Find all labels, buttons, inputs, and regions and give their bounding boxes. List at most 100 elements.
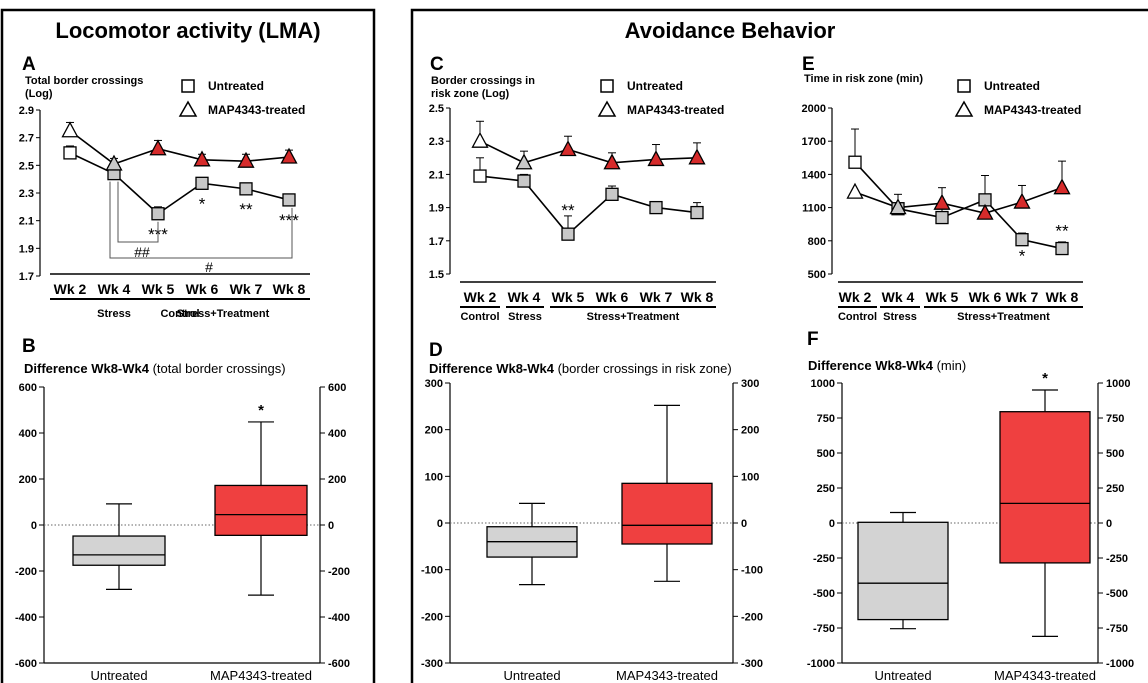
- y-tick-label-left: 0: [31, 520, 37, 532]
- y-axis-label: Border crossings in: [431, 75, 535, 87]
- legend-treated-marker: [954, 100, 974, 117]
- y-tick-label-right: -500: [1106, 588, 1128, 600]
- y-tick-label: 2.7: [19, 133, 34, 145]
- x-tick-label: Wk 8: [681, 289, 714, 305]
- treated-point: [603, 153, 621, 170]
- treated-point: [889, 198, 907, 215]
- legend-untreated-label: Untreated: [208, 79, 264, 93]
- y-tick-label: 2.3: [429, 136, 444, 148]
- treated-point: [647, 150, 665, 167]
- y-tick-label-left: 1000: [811, 378, 835, 390]
- y-tick-label-left: 0: [437, 518, 443, 530]
- untreated-point: [605, 187, 619, 201]
- y-tick-label-left: 600: [19, 382, 37, 394]
- panel-label: F: [807, 329, 819, 350]
- significance-mark: ***: [279, 211, 299, 230]
- treated-point: [237, 151, 255, 168]
- bracket-label: #: [205, 259, 213, 275]
- phase-label: Stress: [97, 308, 131, 320]
- panel-label: C: [430, 54, 444, 75]
- x-tick-label: Wk 6: [969, 289, 1002, 305]
- treated-point: [105, 154, 123, 171]
- x-tick-label: Wk 5: [926, 289, 959, 305]
- y-tick-label-right: 250: [1106, 483, 1124, 495]
- treated-point: [559, 140, 577, 157]
- phase-label: Control: [460, 311, 499, 323]
- x-tick-label: Wk 5: [552, 289, 585, 305]
- y-tick-label-right: -300: [741, 658, 763, 670]
- y-tick-label-left: -750: [813, 623, 835, 635]
- y-tick-label-left: -400: [15, 612, 37, 624]
- untreated-point: [239, 182, 253, 196]
- y-tick-label-right: 0: [328, 520, 334, 532]
- x-tick-label: Wk 2: [54, 281, 87, 297]
- y-tick-label-left: 0: [829, 518, 835, 530]
- y-tick-label-right: 100: [741, 471, 759, 483]
- treated-point: [1013, 192, 1031, 209]
- box-iqr: [214, 484, 308, 537]
- x-tick-label: Wk 6: [186, 281, 219, 297]
- x-category-label: MAP4343-treated: [210, 668, 312, 683]
- y-tick-label-left: 100: [425, 471, 443, 483]
- untreated-point: [649, 200, 663, 215]
- treated-point: [515, 153, 533, 170]
- legend-treated-label: MAP4343-treated: [984, 103, 1081, 117]
- y-tick-label: 1.5: [429, 269, 444, 281]
- treated-point: [61, 121, 79, 138]
- phase-label: Stress+Treatment: [957, 311, 1050, 323]
- lma-frame: [0, 8, 376, 683]
- untreated-point: [517, 174, 531, 188]
- legend-treated-marker: [178, 100, 198, 117]
- untreated-point: [690, 205, 704, 220]
- y-tick-label-right: -750: [1106, 623, 1128, 635]
- treated-point: [193, 150, 211, 167]
- y-tick-label: 2.1: [19, 216, 34, 228]
- untreated-series-line: [479, 175, 698, 236]
- y-tick-label-left: 750: [817, 413, 835, 425]
- significance-mark: *: [258, 402, 264, 419]
- significance-mark: **: [561, 201, 575, 220]
- y-tick-label-right: -200: [328, 566, 350, 578]
- y-tick-label-right: 200: [741, 425, 759, 437]
- comparison-bracket: [109, 181, 293, 259]
- chart-title-rest: (total border crossings): [149, 361, 286, 376]
- y-tick-label-left: 400: [19, 428, 37, 440]
- y-tick-label: 1.7: [429, 236, 444, 248]
- untreated-point: [935, 210, 949, 225]
- phase-label: Stress: [883, 311, 917, 323]
- y-tick-label: 1700: [802, 136, 826, 148]
- y-tick-label: 1.9: [429, 203, 444, 215]
- x-category-label: Untreated: [874, 668, 931, 683]
- treated-point: [846, 182, 864, 199]
- x-tick-label: Wk 4: [882, 289, 915, 305]
- treated-point: [933, 193, 951, 210]
- treated-point: [688, 148, 706, 165]
- x-category-label: Untreated: [90, 668, 147, 683]
- treated-series-line: [854, 186, 1063, 214]
- treated-point: [1053, 178, 1071, 195]
- x-category-label: Untreated: [503, 668, 560, 683]
- panel-f: F Difference Wk8-Wk4 (min) -1000 -1000 -750 -…: [807, 329, 1134, 683]
- y-tick-label-right: 1000: [1106, 378, 1130, 390]
- box-iqr: [72, 535, 166, 566]
- y-tick-label: 2.3: [19, 188, 34, 200]
- y-tick-label: 1400: [802, 169, 826, 181]
- untreated-series-line: [854, 161, 1063, 250]
- chart-title: Difference Wk8-Wk4 (border crossings in …: [429, 361, 732, 376]
- x-tick-label: Wk 4: [98, 281, 131, 297]
- y-tick-label-right: 300: [741, 378, 759, 390]
- x-tick-label: Wk 4: [508, 289, 541, 305]
- significance-mark: **: [239, 200, 253, 219]
- y-axis-label: Time in risk zone (min): [804, 73, 923, 85]
- y-tick-label: 800: [808, 236, 826, 248]
- untreated-series-line: [69, 152, 290, 215]
- y-axis-label: (Log): [25, 88, 53, 100]
- x-tick-label: Wk 2: [839, 289, 872, 305]
- untreated-point: [848, 155, 862, 169]
- y-tick-label-right: -1000: [1106, 658, 1134, 670]
- y-tick-label: 1100: [802, 203, 826, 215]
- y-tick-label-right: 500: [1106, 448, 1124, 460]
